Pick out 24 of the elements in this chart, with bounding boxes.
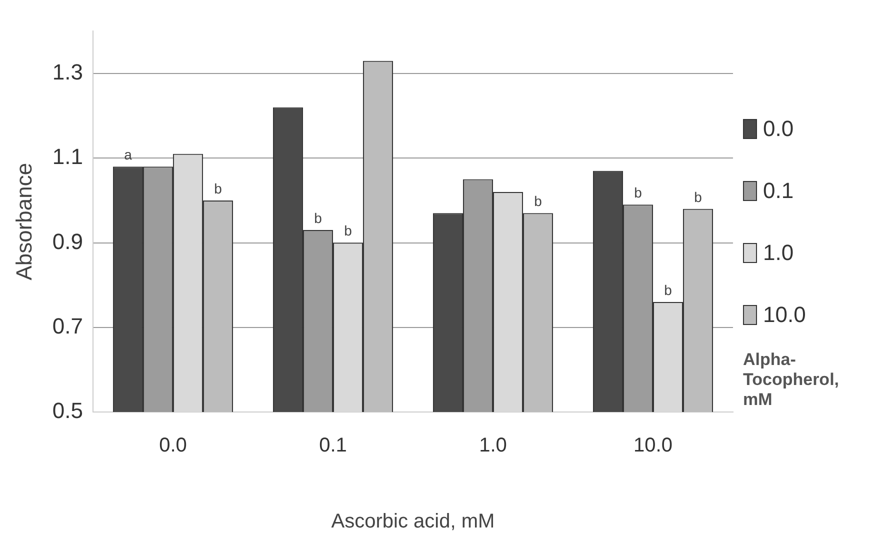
data-label: b xyxy=(664,282,672,298)
data-label: b xyxy=(534,192,542,209)
x-axis-title: Ascorbic acid, mM xyxy=(331,510,495,533)
legend-label: 10.0 xyxy=(763,302,806,328)
legend-label: 0.0 xyxy=(763,116,794,142)
x-tick-label: 10.0 xyxy=(634,434,672,457)
y-tick-label: 1.3 xyxy=(52,60,83,85)
y-tick-label: 0.9 xyxy=(52,228,83,254)
data-label: b xyxy=(344,222,352,239)
y-axis-title: Absorbance xyxy=(11,162,36,280)
x-tick-label: 1.0 xyxy=(479,434,507,457)
data-label: b xyxy=(634,184,642,201)
data-label: b xyxy=(314,210,322,226)
y-tick-label: 0.7 xyxy=(52,313,83,338)
legend-label: 0.1 xyxy=(763,178,794,204)
x-tick-label: 0.1 xyxy=(319,434,347,457)
data-label: b xyxy=(214,180,222,196)
legend-label: 1.0 xyxy=(763,240,794,266)
data-label: b xyxy=(694,188,702,205)
y-tick-label: 0.5 xyxy=(52,398,83,424)
y-tick-label: 1.1 xyxy=(52,144,83,170)
x-tick-label: 0.0 xyxy=(159,434,187,457)
legend-title: Alpha-Tocopherol, mM xyxy=(743,350,840,410)
data-label: a xyxy=(124,146,132,162)
